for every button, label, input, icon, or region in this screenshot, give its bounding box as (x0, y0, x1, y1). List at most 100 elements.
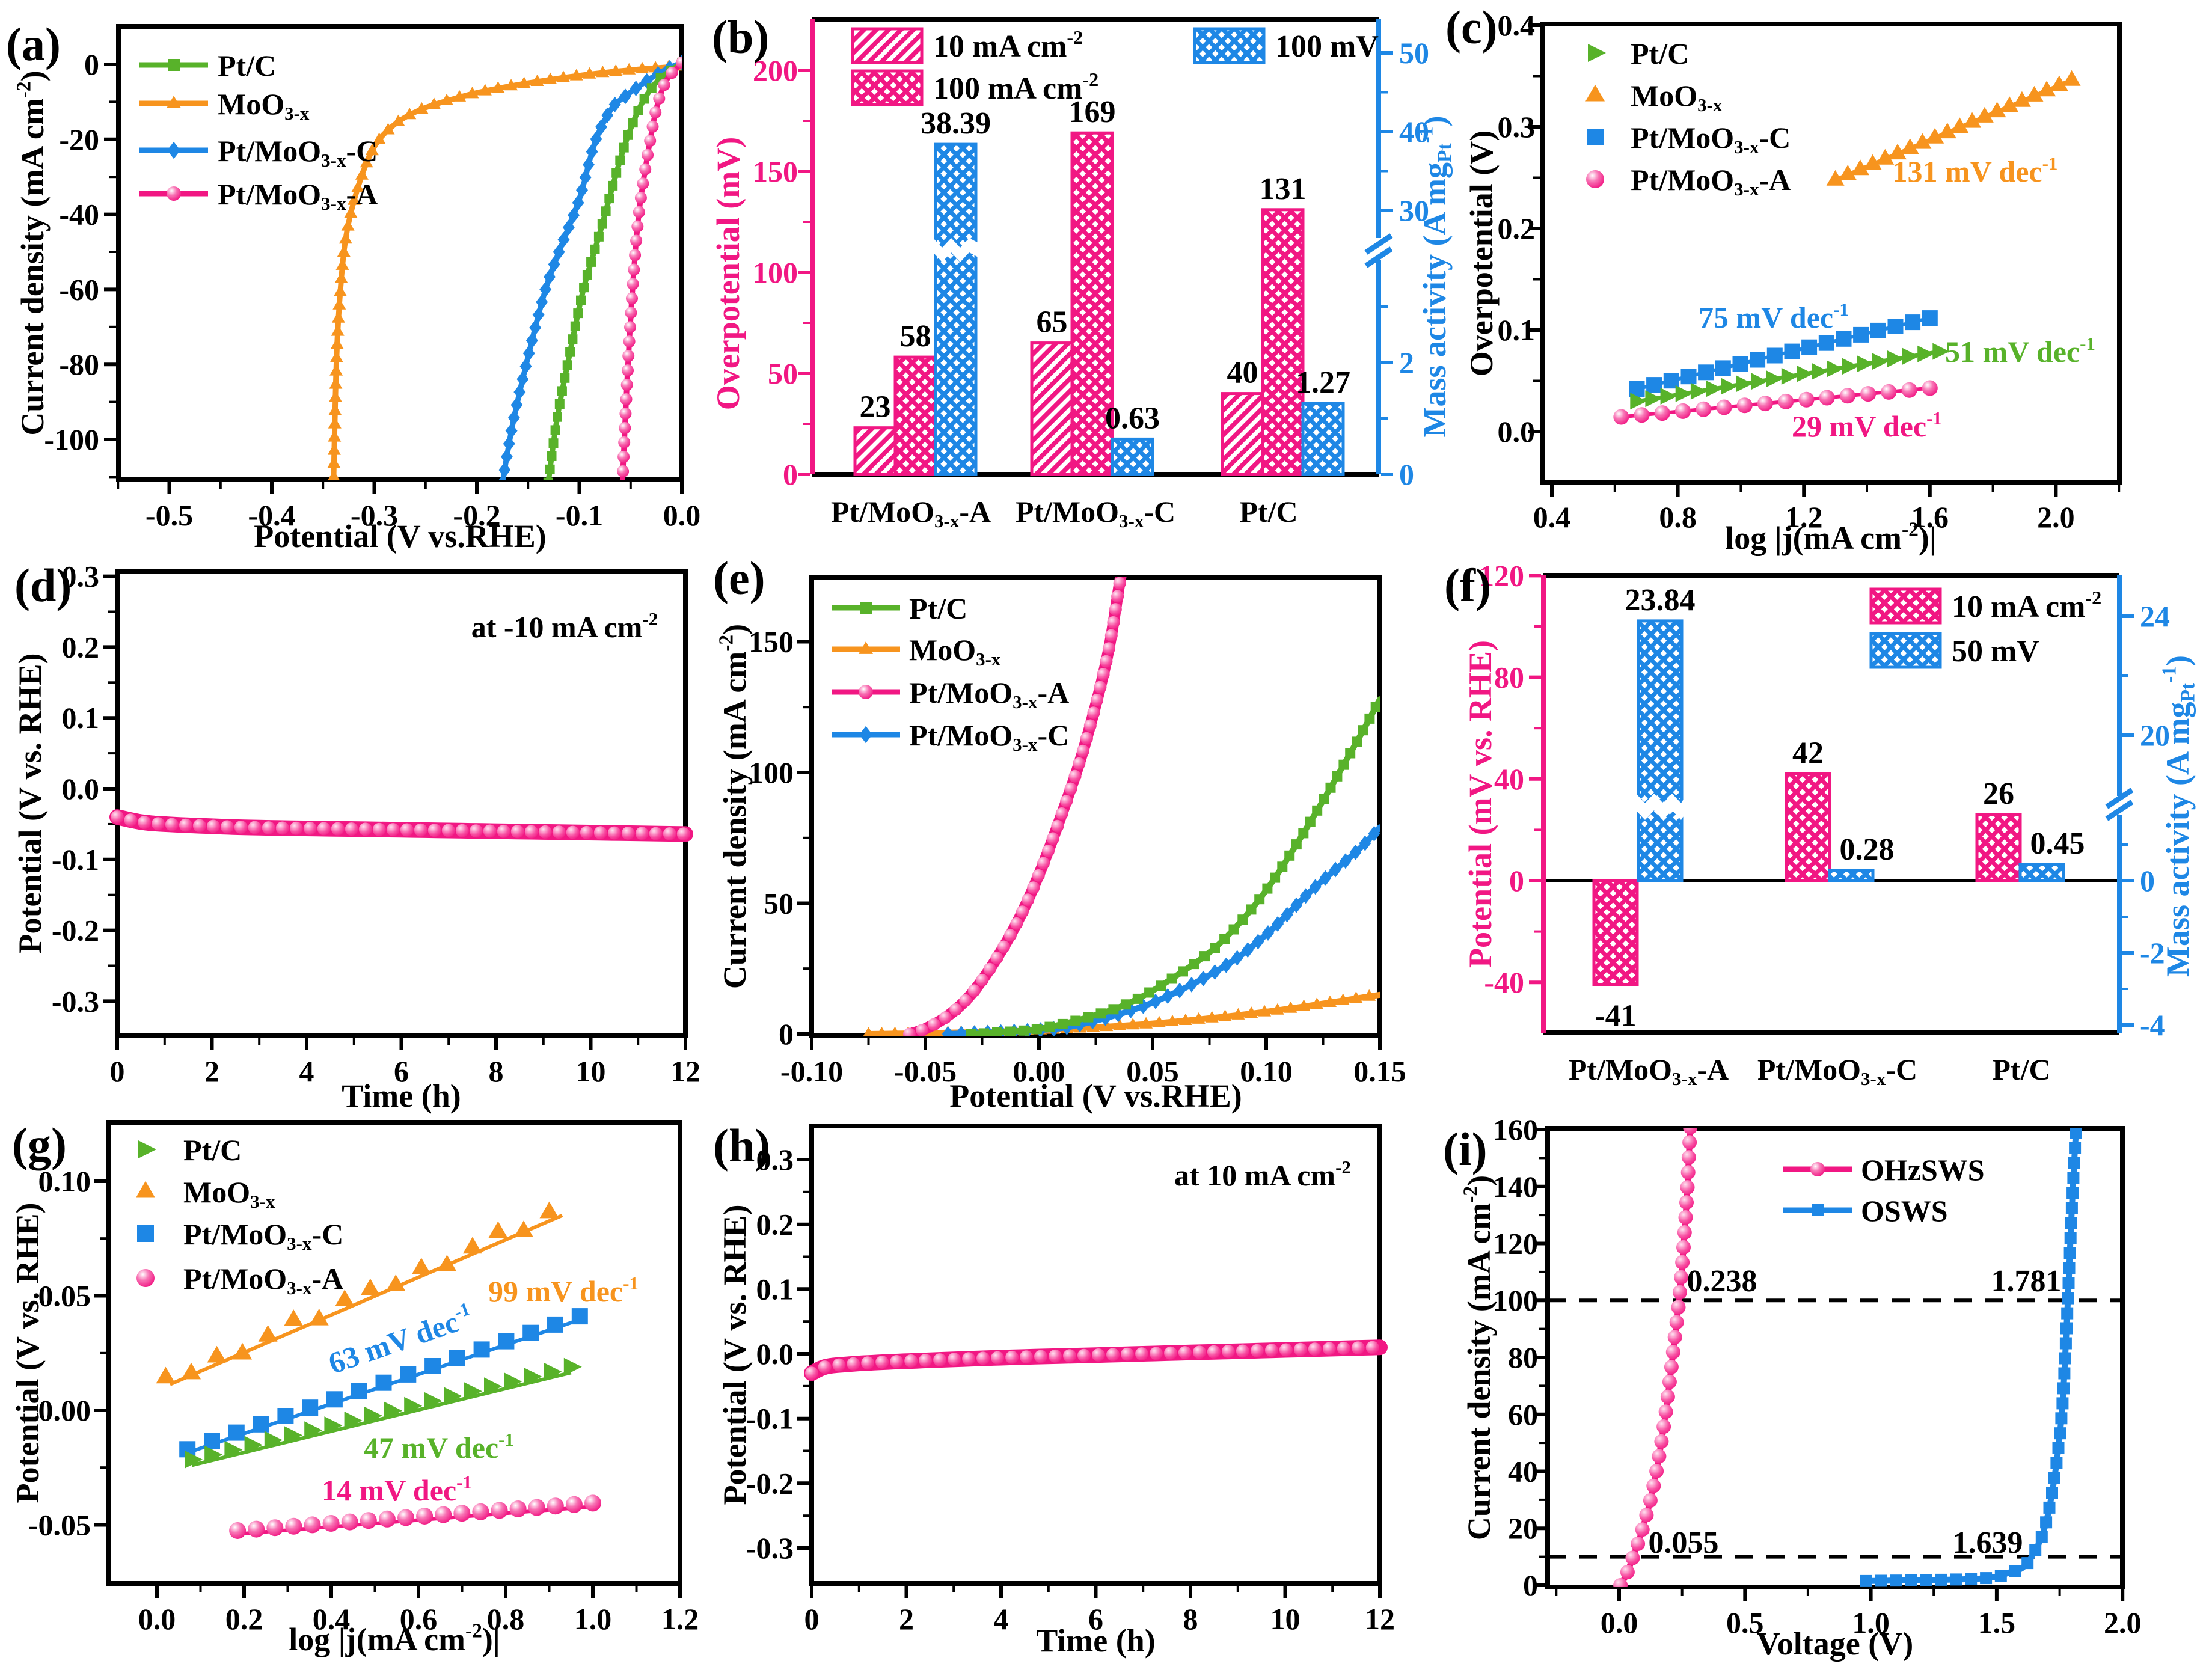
svg-text:0.0: 0.0 (138, 1602, 176, 1636)
svg-text:at -10 mA cm-2: at -10 mA cm-2 (471, 608, 658, 644)
svg-text:MoO3-x: MoO3-x (1631, 79, 1723, 115)
svg-text:-40: -40 (1484, 965, 1524, 999)
svg-text:10 mA cm-2: 10 mA cm-2 (1952, 587, 2101, 624)
svg-text:75 mV dec-1: 75 mV dec-1 (1699, 299, 1849, 334)
svg-text:0.10: 0.10 (1240, 1054, 1293, 1088)
svg-text:2.0: 2.0 (2037, 500, 2075, 534)
svg-text:12: 12 (670, 1054, 700, 1088)
svg-text:Pt/MoO3-x-A: Pt/MoO3-x-A (1569, 1053, 1729, 1089)
svg-text:4: 4 (299, 1054, 314, 1088)
svg-text:150: 150 (749, 625, 794, 659)
svg-text:0.63: 0.63 (1105, 401, 1160, 435)
svg-text:4: 4 (994, 1602, 1009, 1636)
svg-text:Pt/MoO3-x-A: Pt/MoO3-x-A (831, 495, 991, 531)
svg-text:0: 0 (1399, 457, 1414, 491)
svg-text:1.5: 1.5 (1978, 1606, 2016, 1639)
svg-text:-0.3: -0.3 (746, 1531, 794, 1565)
svg-text:169: 169 (1069, 95, 1116, 129)
svg-text:131 mV dec-1: 131 mV dec-1 (1893, 153, 2058, 188)
svg-text:60: 60 (1508, 1398, 1538, 1431)
svg-text:131: 131 (1260, 172, 1307, 206)
svg-text:-0.10: -0.10 (780, 1054, 843, 1088)
svg-text:0: 0 (783, 457, 798, 491)
svg-text:51 mV dec-1: 51 mV dec-1 (1945, 333, 2095, 369)
svg-text:0: 0 (110, 1054, 125, 1088)
svg-text:-0.1: -0.1 (556, 498, 603, 532)
svg-text:40: 40 (1399, 115, 1429, 148)
svg-text:0.15: 0.15 (1353, 1054, 1406, 1088)
svg-text:29 mV dec-1: 29 mV dec-1 (1792, 408, 1942, 443)
svg-text:-0.3: -0.3 (351, 498, 398, 532)
svg-text:10: 10 (576, 1054, 606, 1088)
svg-text:0.2: 0.2 (756, 1208, 794, 1241)
svg-text:150: 150 (753, 154, 798, 188)
svg-text:-0.1: -0.1 (746, 1402, 794, 1436)
svg-text:0.6: 0.6 (400, 1602, 438, 1636)
svg-text:6: 6 (1088, 1602, 1103, 1636)
svg-text:-0.5: -0.5 (146, 498, 193, 532)
svg-text:-0.2: -0.2 (453, 498, 500, 532)
svg-text:-2: -2 (2140, 936, 2165, 970)
svg-text:0.00: 0.00 (38, 1393, 91, 1427)
svg-text:1.781: 1.781 (1991, 1264, 2062, 1298)
svg-text:0: 0 (1509, 864, 1524, 898)
svg-text:38.39: 38.39 (921, 106, 991, 141)
svg-text:0.05: 0.05 (38, 1279, 91, 1313)
svg-text:Time (h): Time (h) (1036, 1623, 1156, 1659)
svg-text:Pt/MoO3-x-C: Pt/MoO3-x-C (183, 1217, 343, 1254)
svg-text:20: 20 (1508, 1511, 1538, 1545)
svg-text:100: 100 (753, 255, 798, 289)
svg-text:Pt/MoO3-x-C: Pt/MoO3-x-C (1757, 1053, 1917, 1089)
svg-text:Pt/C: Pt/C (1631, 37, 1689, 70)
svg-text:0.4: 0.4 (1498, 8, 1536, 42)
svg-text:(b): (b) (712, 11, 769, 63)
svg-text:200: 200 (753, 54, 798, 87)
svg-text:Potential (V vs. RHE): Potential (V vs. RHE) (717, 1205, 753, 1505)
svg-text:0.055: 0.055 (1649, 1526, 1719, 1560)
svg-text:1.639: 1.639 (1953, 1526, 2023, 1560)
svg-text:50 mV: 50 mV (1952, 634, 2039, 668)
svg-text:0.05: 0.05 (1126, 1054, 1179, 1088)
svg-text:Pt/MoO3-x-C: Pt/MoO3-x-C (1016, 495, 1175, 531)
svg-text:0.1: 0.1 (756, 1272, 794, 1306)
svg-text:0: 0 (779, 1017, 794, 1051)
svg-text:Pt/C: Pt/C (183, 1133, 242, 1167)
svg-text:(g): (g) (12, 1118, 67, 1170)
svg-text:8: 8 (1183, 1602, 1198, 1636)
svg-text:Pt/MoO3-x-A: Pt/MoO3-x-A (909, 676, 1069, 712)
svg-text:2: 2 (204, 1054, 219, 1088)
svg-text:-4: -4 (2140, 1008, 2165, 1042)
svg-text:0.0: 0.0 (1601, 1606, 1638, 1639)
svg-text:99 mV dec-1: 99 mV dec-1 (488, 1273, 639, 1308)
svg-text:80: 80 (1494, 661, 1524, 694)
svg-text:Pt/MoO3-x-A: Pt/MoO3-x-A (218, 177, 378, 214)
svg-text:120: 120 (1479, 558, 1524, 592)
svg-text:24: 24 (2140, 599, 2170, 633)
svg-text:Pt/MoO3-x-C: Pt/MoO3-x-C (218, 134, 378, 171)
svg-text:50: 50 (768, 356, 798, 390)
svg-text:0.3: 0.3 (62, 560, 100, 593)
svg-text:0.00: 0.00 (1013, 1054, 1065, 1088)
svg-text:2.0: 2.0 (2104, 1606, 2142, 1639)
svg-text:MoO3-x: MoO3-x (183, 1175, 275, 1212)
svg-text:40: 40 (1508, 1455, 1538, 1488)
svg-text:100: 100 (749, 756, 794, 789)
svg-text:(e): (e) (713, 552, 765, 604)
svg-text:0.28: 0.28 (1840, 833, 1895, 867)
svg-text:30: 30 (1399, 194, 1429, 227)
svg-text:Pt/MoO3-x-C: Pt/MoO3-x-C (909, 718, 1069, 755)
svg-text:Mass activity (A mgPt-1): Mass activity (A mgPt-1) (1415, 116, 1456, 438)
svg-text:0.4: 0.4 (1533, 500, 1571, 534)
svg-text:0.2: 0.2 (225, 1602, 263, 1636)
svg-text:50: 50 (1399, 36, 1429, 70)
svg-text:Potential (V vs.RHE): Potential (V vs.RHE) (949, 1078, 1242, 1114)
svg-text:-40: -40 (59, 198, 99, 231)
svg-text:log |j(mA cm-2)|: log |j(mA cm-2)| (289, 1620, 500, 1657)
svg-text:0.45: 0.45 (2030, 827, 2085, 861)
svg-text:Voltage (V): Voltage (V) (1757, 1626, 1913, 1662)
svg-text:100: 100 (1493, 1283, 1538, 1317)
svg-text:Pt/MoO3-x-C: Pt/MoO3-x-C (1631, 121, 1791, 158)
svg-text:Mass activity (A mgPt-1): Mass activity (A mgPt-1) (2158, 655, 2199, 977)
svg-text:65: 65 (1037, 305, 1068, 340)
svg-text:0.10: 0.10 (38, 1164, 91, 1198)
